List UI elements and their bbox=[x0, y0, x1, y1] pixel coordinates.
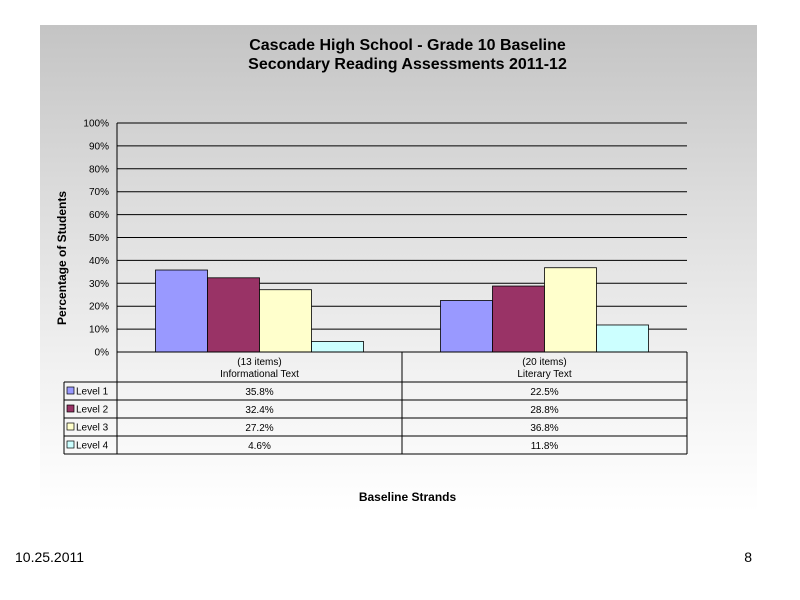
bar-level-1 bbox=[155, 269, 208, 353]
y-tick-label: 60% bbox=[89, 210, 109, 221]
bar-level-2 bbox=[492, 285, 545, 353]
data-value-label: 27.2% bbox=[245, 423, 273, 434]
bar-level-3 bbox=[259, 289, 312, 353]
y-tick-label: 80% bbox=[89, 164, 109, 175]
y-tick-label: 50% bbox=[89, 233, 109, 244]
y-tick-label: 90% bbox=[89, 141, 109, 152]
legend-label: Level 1 bbox=[76, 387, 109, 398]
data-value-label: 35.8% bbox=[245, 387, 273, 398]
category-label: Literary Text bbox=[517, 369, 572, 380]
y-tick-label: 20% bbox=[89, 302, 109, 313]
y-tick-labels: 0% 10% 20% 30% 40% 50% 60% 70% 80% 90% 100% bbox=[83, 119, 109, 359]
data-value-label: 4.6% bbox=[248, 441, 271, 452]
legend-label: Level 2 bbox=[76, 405, 109, 416]
x-axis-title: Baseline Strands bbox=[358, 490, 457, 504]
bar-level-4 bbox=[311, 341, 364, 353]
data-value-label: 28.8% bbox=[530, 405, 558, 416]
chart-title-line-1: Cascade High School - Grade 10 Baseline bbox=[249, 37, 566, 54]
data-value-label: 32.4% bbox=[245, 405, 273, 416]
chart-title-line-2: Secondary Reading Assessments 2011-12 bbox=[248, 56, 567, 73]
chart-title: Cascade High School - Grade 10 Baseline … bbox=[40, 36, 775, 74]
legend-label: Level 3 bbox=[76, 423, 109, 434]
bars bbox=[155, 267, 649, 353]
legend-swatch bbox=[66, 440, 75, 449]
legend-swatch bbox=[66, 404, 75, 413]
footer-date: 10.25.2011 bbox=[15, 549, 85, 565]
chart-panel bbox=[40, 25, 757, 512]
y-tick-label: 30% bbox=[89, 279, 109, 290]
y-tick-label: 100% bbox=[83, 119, 109, 130]
y-tick-label: 40% bbox=[89, 256, 109, 267]
legend-swatch bbox=[66, 386, 75, 395]
data-value-label: 36.8% bbox=[530, 423, 558, 434]
data-value-label: 22.5% bbox=[530, 387, 558, 398]
legend-label: Level 4 bbox=[76, 441, 109, 452]
y-tick-label: 0% bbox=[95, 348, 110, 359]
data-value-label: 11.8% bbox=[531, 441, 559, 452]
y-tick-label: 10% bbox=[89, 325, 109, 336]
category-label: (13 items) bbox=[237, 357, 281, 368]
y-tick-label: 70% bbox=[89, 187, 109, 198]
category-label: Informational Text bbox=[220, 369, 299, 380]
data-table: (13 items)Informational Text (20 items)Li… bbox=[63, 352, 688, 455]
bar-level-2 bbox=[207, 277, 260, 353]
bar-level-4 bbox=[596, 324, 649, 353]
page-number: 8 bbox=[744, 549, 752, 565]
bar-level-1 bbox=[440, 300, 493, 353]
y-axis-title-text: Percentage of Students bbox=[55, 190, 69, 326]
legend-swatch bbox=[66, 422, 75, 431]
category-label: (20 items) bbox=[522, 357, 566, 368]
bar-level-3 bbox=[544, 267, 597, 353]
